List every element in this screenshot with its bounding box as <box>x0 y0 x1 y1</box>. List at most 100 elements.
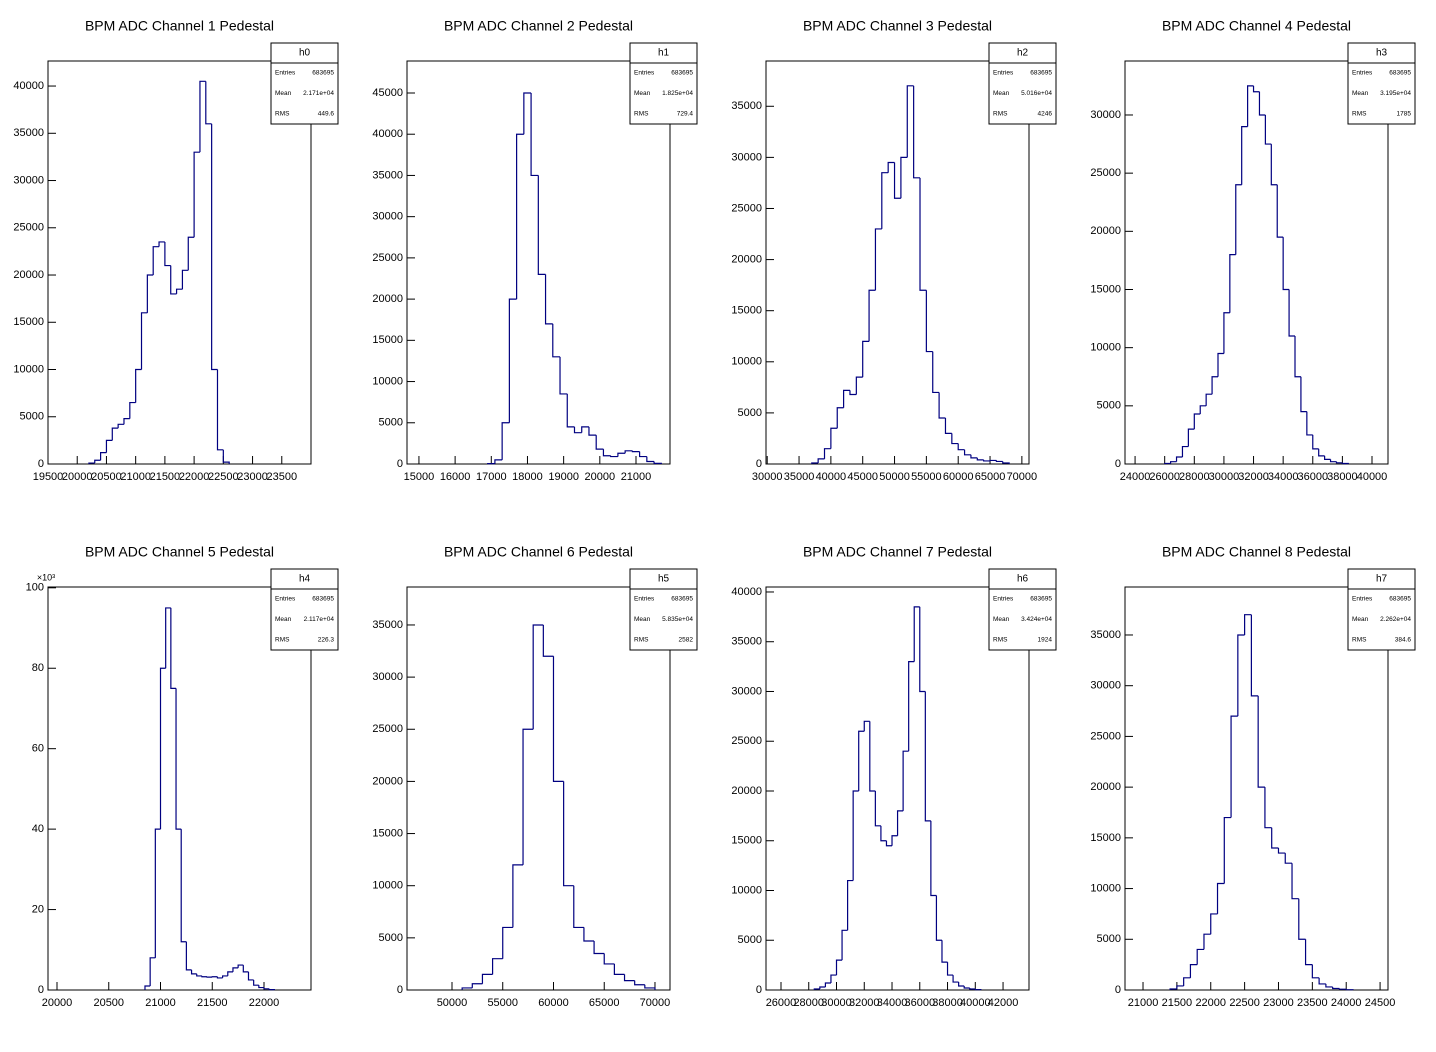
stats-box <box>629 42 698 125</box>
x-tick-label: 55000 <box>911 471 942 483</box>
stats-name: h0 <box>299 48 311 59</box>
stats-value: 683695 <box>1030 70 1052 77</box>
stats-label: Mean <box>1352 616 1369 623</box>
y-tick-label: 5000 <box>738 407 762 419</box>
stats-value: 683695 <box>312 596 334 603</box>
chart-title: BPM ADC Channel 5 Pedestal <box>85 544 274 560</box>
stats-box <box>270 42 339 125</box>
plot-frame <box>765 60 1030 465</box>
histogram-bin <box>1345 989 1354 991</box>
histogram-bin <box>552 656 564 783</box>
histogram-bin <box>516 133 524 300</box>
histogram-bin <box>1183 977 1191 986</box>
histogram-bin <box>1230 715 1238 818</box>
histogram-bin <box>1203 933 1211 950</box>
histogram-bin <box>216 976 223 979</box>
histogram-bin <box>1217 352 1224 377</box>
stats-label: Entries <box>993 70 1014 77</box>
histogram-bin <box>1318 977 1326 985</box>
stats-value: 226.3 <box>318 637 335 644</box>
histogram-bin <box>1338 988 1347 990</box>
stats-value: 1924 <box>1038 637 1053 644</box>
x-tick-label: 18000 <box>512 471 543 483</box>
y-tick-label: 0 <box>1115 458 1121 470</box>
histogram-bin <box>900 156 908 199</box>
x-tick-label: 21500 <box>150 471 181 483</box>
histogram-bin <box>559 356 568 395</box>
histogram-bin <box>849 390 857 396</box>
histogram-bin <box>581 426 589 433</box>
histogram-bin <box>1318 448 1325 457</box>
x-tick-label: 20000 <box>585 471 616 483</box>
histogram-bin <box>852 790 859 881</box>
stats-value: 683695 <box>1389 596 1411 603</box>
y-tick-label: 35000 <box>731 636 762 648</box>
histogram-bin <box>583 927 595 942</box>
y-tick-label: 20000 <box>1090 225 1121 237</box>
histogram-bin <box>573 426 582 434</box>
histogram-bin <box>164 241 171 267</box>
stats-label: RMS <box>993 637 1008 644</box>
x-tick-label: 32000 <box>1238 471 1269 483</box>
histogram-bin <box>1223 816 1232 884</box>
y-tick-label: 0 <box>1115 984 1121 996</box>
histogram-bin <box>522 728 534 865</box>
x-tick-label: 21500 <box>1162 997 1193 1009</box>
histogram-bin <box>165 607 171 669</box>
histogram-bin <box>111 427 119 441</box>
histogram-bin <box>935 895 942 941</box>
histogram-bin <box>123 418 130 425</box>
y-tick-label: 15000 <box>731 305 762 317</box>
x-tick-label: 40000 <box>1357 471 1388 483</box>
histogram-bin <box>958 982 965 987</box>
histogram-bin <box>253 979 259 986</box>
histogram-bin <box>1271 827 1279 849</box>
histogram-bin <box>970 454 978 459</box>
histogram-bin <box>1277 847 1286 854</box>
histogram-bin <box>502 926 513 959</box>
stats-value: 2.171e+04 <box>303 90 334 97</box>
plot-frame <box>406 60 671 465</box>
x-tick-label: 65000 <box>975 471 1006 483</box>
stats-box <box>1347 42 1416 125</box>
y-tick-label: 30000 <box>731 151 762 163</box>
histogram-bin <box>247 971 254 981</box>
plot-frame <box>1124 60 1389 465</box>
y-tick-label: 35000 <box>1090 629 1121 641</box>
y-tick-label: 0 <box>38 984 44 996</box>
histogram-bin <box>631 450 640 453</box>
histogram-bin <box>1237 634 1245 717</box>
histogram-bin <box>542 624 554 657</box>
x-tick-label: 30000 <box>821 997 852 1009</box>
histogram-bin <box>1181 445 1189 458</box>
x-tick-label: 17000 <box>476 471 507 483</box>
histogram-bin <box>1284 853 1293 864</box>
x-tick-label: 36000 <box>904 997 935 1009</box>
y-tick-label: 30000 <box>1090 109 1121 121</box>
y-tick-label: 25000 <box>13 222 44 234</box>
y-tick-label: 35000 <box>372 619 403 631</box>
histogram-bin <box>1288 289 1295 337</box>
x-tick-label: 45000 <box>847 471 878 483</box>
stats-value: 449.6 <box>318 111 335 118</box>
x-tick-label: 16000 <box>440 471 471 483</box>
x-tick-label: 38000 <box>932 997 963 1009</box>
stats-name: h1 <box>658 48 670 59</box>
histogram-bin <box>149 957 156 986</box>
histogram-bin <box>1176 985 1184 989</box>
histogram-bin <box>1300 376 1307 413</box>
histogram-bin <box>88 462 95 464</box>
histogram-bin <box>944 418 952 434</box>
y-tick-label: 30000 <box>1090 680 1121 692</box>
histogram-bin <box>144 985 151 990</box>
histogram-bin <box>881 172 889 229</box>
histogram-bin <box>624 450 633 454</box>
histogram-bin <box>952 975 959 983</box>
y-tick-label: 15000 <box>1090 283 1121 295</box>
histogram-bin <box>646 456 655 463</box>
y-tick-label: 20000 <box>372 775 403 787</box>
histogram-bin <box>623 974 635 982</box>
x-tick-label: 22500 <box>208 471 239 483</box>
histogram-bin <box>1264 114 1272 145</box>
